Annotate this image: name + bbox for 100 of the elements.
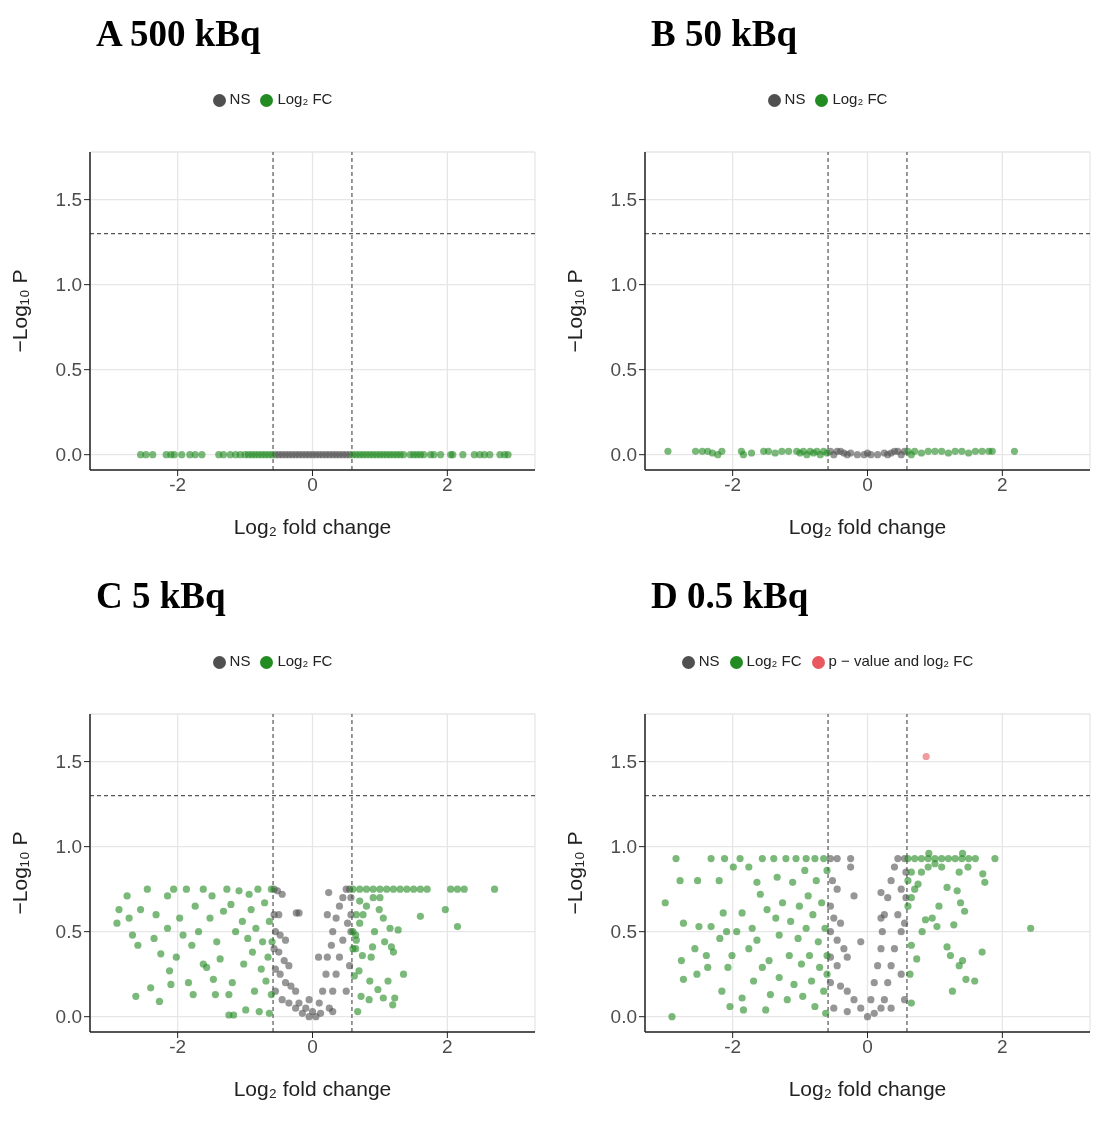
point xyxy=(833,885,841,893)
y-tick-label: 1.0 xyxy=(55,274,82,296)
point xyxy=(840,945,848,953)
point xyxy=(880,996,888,1004)
y-axis-title: −Log₁₀ P xyxy=(563,269,587,353)
point xyxy=(857,938,865,946)
x-tick-label: 2 xyxy=(997,474,1008,496)
y-axis-title: −Log₁₀ P xyxy=(8,269,32,353)
point xyxy=(902,868,910,876)
point xyxy=(877,945,885,953)
point xyxy=(275,948,283,956)
point xyxy=(826,979,835,987)
point xyxy=(833,936,841,944)
x-tick-label: 0 xyxy=(862,474,873,496)
x-axis-title: Log₂ fold change xyxy=(233,1077,392,1100)
point xyxy=(877,888,885,897)
point xyxy=(332,914,340,922)
point xyxy=(315,999,323,1007)
legend-label: NS xyxy=(698,652,720,669)
point xyxy=(843,953,851,961)
y-tick-label: 0.0 xyxy=(55,1006,82,1028)
y-tick-label: 1.5 xyxy=(610,189,637,211)
point xyxy=(329,1007,337,1016)
point xyxy=(305,996,313,1004)
point xyxy=(922,752,930,761)
point xyxy=(894,911,902,919)
y-tick-label: 0.0 xyxy=(610,1006,637,1028)
x-tick-label: -2 xyxy=(169,474,187,496)
point xyxy=(850,996,858,1004)
point xyxy=(281,936,290,944)
point xyxy=(890,863,899,871)
point xyxy=(342,987,350,995)
point xyxy=(874,962,882,970)
point xyxy=(857,1004,865,1012)
y-axis-title: −Log₁₀ P xyxy=(8,831,32,915)
y-axis-title: −Log₁₀ P xyxy=(563,831,587,915)
chart-title: C 5 kBq xyxy=(95,574,227,618)
point xyxy=(826,902,835,910)
point xyxy=(345,962,354,970)
point xyxy=(271,965,280,973)
point xyxy=(287,982,295,990)
point xyxy=(298,1009,306,1017)
point xyxy=(836,982,845,990)
point xyxy=(276,931,284,939)
x-tick-label: -2 xyxy=(724,474,742,496)
legend-label: NS xyxy=(229,90,251,107)
point xyxy=(302,1004,310,1012)
point xyxy=(325,888,333,897)
point xyxy=(316,1009,325,1017)
legend-label: Log₂ FC xyxy=(832,90,888,107)
point xyxy=(887,877,895,885)
x-tick-label: 2 xyxy=(997,1036,1008,1058)
point xyxy=(295,999,303,1007)
x-tick-label: -2 xyxy=(169,1036,187,1058)
point xyxy=(275,911,283,919)
point xyxy=(335,953,344,961)
point xyxy=(826,928,835,936)
legend-label: p − value and log₂ FC xyxy=(828,652,974,669)
point xyxy=(897,928,905,936)
y-tick-label: 0.5 xyxy=(610,359,637,381)
point xyxy=(826,854,835,863)
x-axis-title: Log₂ fold change xyxy=(788,1077,947,1100)
x-axis-title: Log₂ fold change xyxy=(788,515,947,538)
point xyxy=(323,911,331,919)
chart-title: D 0.5 kBq xyxy=(650,574,810,618)
point xyxy=(833,962,841,970)
y-tick-label: 0.5 xyxy=(610,921,637,943)
point xyxy=(292,1004,300,1012)
y-tick-label: 1.5 xyxy=(55,751,82,773)
point xyxy=(271,928,280,936)
point xyxy=(870,979,878,987)
point xyxy=(343,919,352,927)
point xyxy=(900,996,909,1004)
point xyxy=(843,1007,851,1016)
x-tick-label: 0 xyxy=(307,1036,318,1058)
x-tick-label: -2 xyxy=(724,1036,742,1058)
point xyxy=(292,987,300,995)
y-tick-label: 1.5 xyxy=(55,189,82,211)
x-axis-title: Log₂ fold change xyxy=(233,515,392,538)
point xyxy=(850,892,858,900)
point xyxy=(887,962,895,970)
y-tick-label: 0.0 xyxy=(610,444,637,466)
point xyxy=(329,987,337,995)
point xyxy=(285,962,293,970)
point xyxy=(347,894,355,902)
y-tick-label: 0.5 xyxy=(55,359,82,381)
point xyxy=(870,1009,878,1017)
point xyxy=(278,890,286,898)
point xyxy=(332,970,340,978)
point xyxy=(281,979,290,987)
chart-title: B 50 kBq xyxy=(650,12,798,56)
legend-label: NS xyxy=(784,90,806,107)
point xyxy=(319,987,327,995)
point xyxy=(877,1004,885,1012)
point xyxy=(843,987,851,995)
point xyxy=(897,885,905,893)
point xyxy=(863,1013,872,1021)
point xyxy=(280,956,288,965)
point xyxy=(890,945,899,953)
point xyxy=(884,894,892,902)
